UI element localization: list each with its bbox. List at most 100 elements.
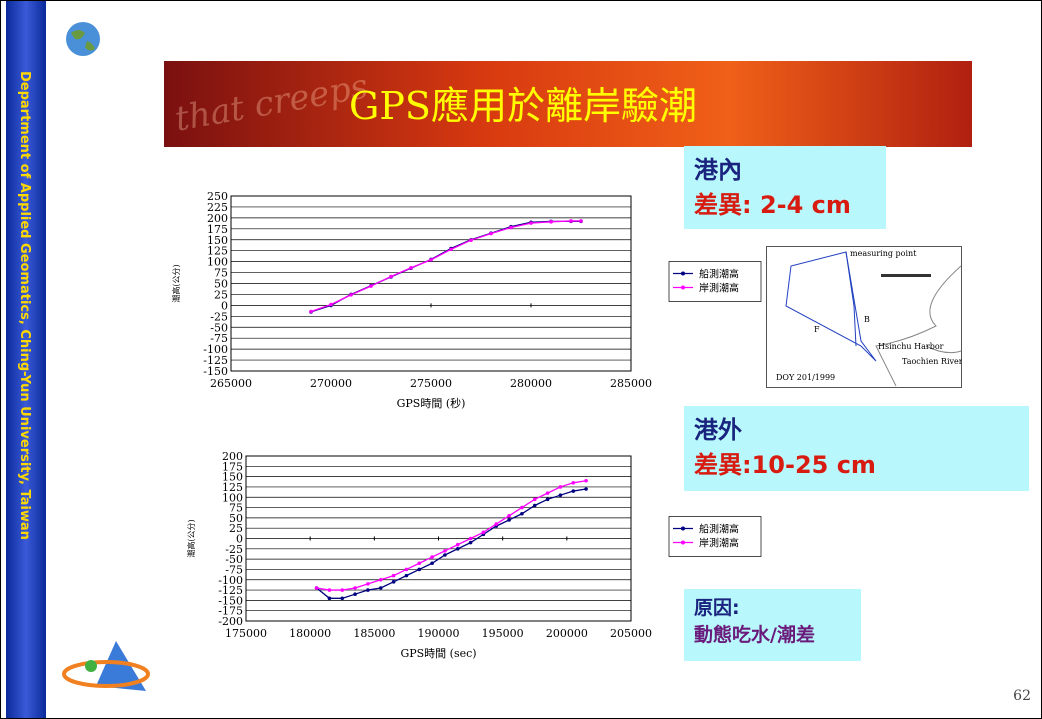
banner-text: that creeps	[172, 66, 372, 140]
x-axis-label: GPS時間 (秒)	[397, 396, 466, 410]
y-tick-label: -25	[210, 310, 228, 323]
x-tick-label: 185000	[353, 627, 395, 640]
point	[329, 303, 333, 308]
point	[409, 265, 413, 270]
y-tick-label: 100	[222, 491, 243, 504]
x-tick-label: 280000	[510, 377, 552, 390]
title: GPS應用於離岸驗潮	[349, 84, 697, 128]
y-tick-label: -175	[218, 605, 243, 618]
map-label: Hsinchu Harbor	[878, 342, 944, 351]
point	[389, 274, 393, 279]
y-tick-label: -50	[210, 321, 228, 334]
point	[349, 293, 353, 297]
series-line	[310, 220, 581, 313]
y-tick-label: 175	[222, 460, 243, 473]
point	[327, 588, 332, 592]
y-tick-label: 250	[207, 190, 228, 203]
legend-label: 船測潮高	[699, 268, 739, 281]
note-head: 港內	[694, 156, 742, 184]
y-tick-label: -25	[225, 543, 243, 556]
point	[366, 588, 370, 592]
point	[314, 586, 319, 590]
y-axis-label: 潮高(公分)	[171, 264, 181, 302]
point	[507, 518, 511, 522]
point	[430, 555, 434, 559]
point	[449, 246, 453, 251]
x-tick-label: 275000	[410, 377, 452, 390]
title-banner: that creeps GPS應用於離岸驗潮	[164, 61, 972, 147]
page-number: 62	[1013, 688, 1031, 704]
y-tick-label: -200	[218, 615, 243, 628]
point	[455, 542, 460, 547]
y-tick-label: 50	[229, 512, 243, 525]
y-tick-label: 0	[236, 533, 243, 546]
y-tick-label: -75	[210, 332, 228, 345]
point	[417, 567, 422, 572]
legend-label: 岸測潮高	[699, 537, 739, 550]
point	[369, 283, 373, 288]
point	[378, 586, 383, 590]
point	[468, 540, 473, 545]
point	[449, 247, 453, 252]
point	[481, 530, 486, 535]
point	[569, 219, 573, 224]
y-tick-label: 125	[207, 245, 228, 258]
point	[404, 567, 409, 572]
point	[378, 577, 383, 582]
y-tick-label: 225	[207, 201, 228, 214]
point	[481, 532, 486, 537]
legend-swatch	[681, 285, 685, 290]
logo	[62, 641, 150, 691]
point	[443, 549, 447, 553]
note-head: 港外	[694, 416, 742, 444]
y-tick-label: 25	[229, 522, 243, 535]
point	[489, 231, 493, 236]
y-tick-label: -50	[225, 553, 243, 566]
y-tick-label: 150	[207, 234, 228, 247]
map-label: DOY 201/1999	[776, 373, 835, 382]
y-tick-label: -75	[225, 563, 243, 576]
note-text: 動態吃水/潮差	[694, 624, 815, 646]
point	[309, 309, 313, 314]
series-line	[316, 488, 587, 599]
point	[455, 547, 460, 551]
point	[509, 225, 513, 230]
y-tick-label: -150	[203, 365, 228, 378]
point	[558, 493, 563, 497]
point	[369, 284, 373, 288]
point	[579, 219, 583, 223]
x-tick-label: 205000	[610, 627, 652, 640]
point	[549, 220, 553, 224]
legend-box	[668, 261, 762, 302]
x-tick-label: 285000	[610, 377, 652, 390]
point	[520, 505, 524, 510]
x-tick-label: 180000	[289, 627, 331, 640]
x-tick-label: 200000	[546, 627, 588, 640]
point	[409, 266, 413, 270]
note-box: 港外差異:10-25 cm	[684, 406, 1029, 491]
sidebar: Department of Applied Geomatics, Ching-Y…	[6, 1, 46, 718]
series-line	[316, 480, 587, 591]
map-label: measuring point	[850, 249, 917, 258]
point	[529, 221, 533, 225]
point	[430, 561, 434, 566]
point	[509, 224, 513, 229]
y-tick-label: -100	[218, 574, 243, 587]
note-text: 差異:10-25 cm	[694, 451, 876, 479]
y-tick-label: 25	[214, 288, 228, 301]
x-tick-label: 175000	[225, 627, 267, 640]
point	[366, 582, 370, 586]
y-tick-label: 150	[222, 471, 243, 484]
point	[469, 238, 473, 242]
point	[340, 596, 345, 601]
sidebar-text: Department of Applied Geomatics, Ching-Y…	[17, 71, 32, 540]
point	[494, 522, 499, 526]
point	[353, 592, 357, 596]
y-tick-label: -125	[218, 584, 243, 597]
point	[507, 514, 511, 518]
y-tick-label: 100	[207, 256, 228, 269]
y-tick-label: 200	[222, 450, 243, 463]
point	[329, 302, 333, 307]
point	[584, 478, 588, 483]
y-tick-label: -125	[203, 354, 228, 367]
